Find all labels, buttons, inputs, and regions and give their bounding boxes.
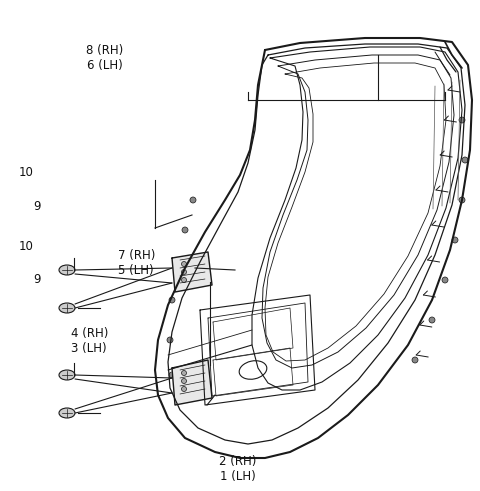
Text: 8 (RH)
6 (LH): 8 (RH) 6 (LH) (86, 44, 123, 72)
Circle shape (442, 277, 448, 283)
Ellipse shape (59, 370, 75, 380)
Circle shape (181, 270, 187, 274)
Polygon shape (172, 360, 212, 405)
Text: 4 (RH)
3 (LH): 4 (RH) 3 (LH) (71, 327, 108, 355)
Polygon shape (172, 252, 212, 292)
Circle shape (459, 117, 465, 123)
Circle shape (182, 227, 188, 233)
Circle shape (412, 357, 418, 363)
Circle shape (169, 297, 175, 303)
Circle shape (181, 386, 187, 391)
Text: 9: 9 (33, 273, 41, 286)
Circle shape (181, 371, 187, 376)
Text: 9: 9 (33, 200, 41, 213)
Circle shape (181, 262, 187, 267)
Circle shape (181, 277, 187, 282)
Circle shape (167, 337, 173, 343)
Ellipse shape (59, 408, 75, 418)
Circle shape (190, 197, 196, 203)
Text: 10: 10 (19, 240, 34, 253)
Ellipse shape (59, 265, 75, 275)
Circle shape (175, 262, 181, 268)
Text: 10: 10 (19, 166, 34, 179)
Text: 7 (RH)
5 (LH): 7 (RH) 5 (LH) (118, 248, 155, 277)
Text: 2 (RH)
1 (LH): 2 (RH) 1 (LH) (219, 455, 256, 483)
Ellipse shape (59, 303, 75, 313)
Circle shape (462, 157, 468, 163)
Circle shape (459, 197, 465, 203)
Circle shape (429, 317, 435, 323)
Circle shape (169, 372, 175, 378)
Circle shape (181, 379, 187, 383)
Circle shape (452, 237, 458, 243)
